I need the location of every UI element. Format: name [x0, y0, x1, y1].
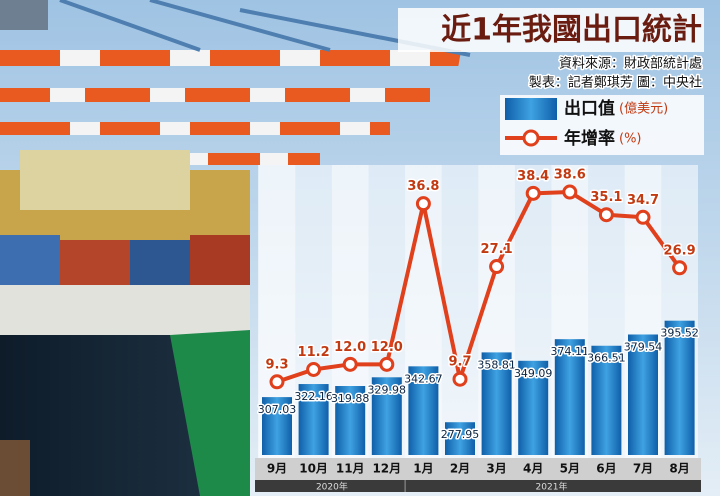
line-value-label: 12.0 [334, 340, 366, 355]
line-marker [635, 209, 651, 225]
line-value-label: 38.6 [554, 168, 586, 183]
bar [554, 339, 585, 455]
line-marker [672, 260, 688, 276]
line-marker [415, 196, 431, 212]
x-tick-label: 6月 [596, 462, 616, 476]
group-label: 2020年 [316, 481, 348, 493]
legend-label: 出口值 [564, 98, 615, 119]
line-marker [342, 356, 358, 372]
title-box [398, 8, 704, 52]
legend-swatch-marker [522, 129, 540, 147]
bar-value-label: 342.67 [404, 372, 443, 385]
line-value-label: 35.1 [590, 190, 622, 205]
bar-value-label: 307.03 [258, 403, 297, 416]
bar [591, 345, 622, 455]
line-marker [489, 259, 505, 275]
x-tick-label: 9月 [267, 462, 287, 476]
line-value-label: 11.2 [298, 345, 330, 360]
x-tick-label: 8月 [669, 462, 689, 476]
x-tick-label: 5月 [560, 462, 580, 476]
chart-title: 近1年我國出口統計 [441, 13, 702, 48]
legend-unit: (億美元) [619, 101, 668, 117]
x-tick-label: 4月 [523, 462, 543, 476]
line-marker [269, 374, 285, 390]
line-value-label: 34.7 [627, 193, 659, 208]
bar-value-label: 329.98 [368, 383, 407, 396]
credit: 製表：記者鄭琪芳 圖：中央社 [529, 75, 702, 91]
line-marker [562, 184, 578, 200]
line-marker [598, 207, 614, 223]
group-label: 2021年 [536, 481, 568, 493]
bar [335, 386, 366, 455]
line-value-label: 36.8 [407, 179, 439, 194]
line-value-label: 12.0 [371, 340, 403, 355]
line-marker [379, 356, 395, 372]
bar [371, 377, 402, 455]
category-strip [255, 458, 701, 480]
bar-value-label: 319.88 [331, 392, 370, 405]
x-tick-label: 1月 [413, 462, 433, 476]
line-marker [452, 371, 468, 387]
bar [445, 422, 475, 455]
bar-value-label: 374.11 [551, 345, 590, 358]
line-value-label: 27.1 [481, 242, 513, 257]
bar-value-label: 366.51 [587, 352, 626, 365]
legend-swatch [505, 98, 557, 120]
source: 資料來源：財政部統計處 [559, 56, 702, 72]
bar [262, 397, 292, 455]
line-value-label: 9.7 [448, 355, 471, 370]
bar-value-label: 322.16 [294, 390, 333, 403]
bar [298, 384, 329, 455]
bar [408, 366, 439, 455]
bar-value-label: 277.95 [441, 428, 480, 441]
bar-value-label: 379.54 [624, 340, 663, 353]
legend-unit: (%) [619, 132, 642, 147]
bar-value-label: 395.52 [660, 327, 699, 340]
bar-value-label: 358.81 [477, 358, 516, 371]
x-tick-label: 2月 [450, 462, 470, 476]
x-tick-label: 10月 [299, 462, 328, 476]
bar [518, 360, 549, 455]
bar [664, 320, 695, 455]
legend-label: 年增率 [564, 128, 615, 149]
line-value-label: 38.4 [517, 169, 549, 184]
bar [481, 352, 512, 455]
line-marker [525, 185, 541, 201]
x-tick-label: 3月 [486, 462, 506, 476]
x-tick-label: 11月 [336, 462, 365, 476]
line-value-label: 9.3 [265, 357, 288, 372]
x-tick-label: 7月 [633, 462, 653, 476]
bar [628, 334, 658, 455]
group-strip [255, 480, 701, 492]
line-value-label: 26.9 [664, 243, 696, 258]
line-marker [306, 362, 322, 377]
bar-value-label: 349.09 [514, 367, 553, 380]
x-tick-label: 12月 [372, 462, 401, 476]
